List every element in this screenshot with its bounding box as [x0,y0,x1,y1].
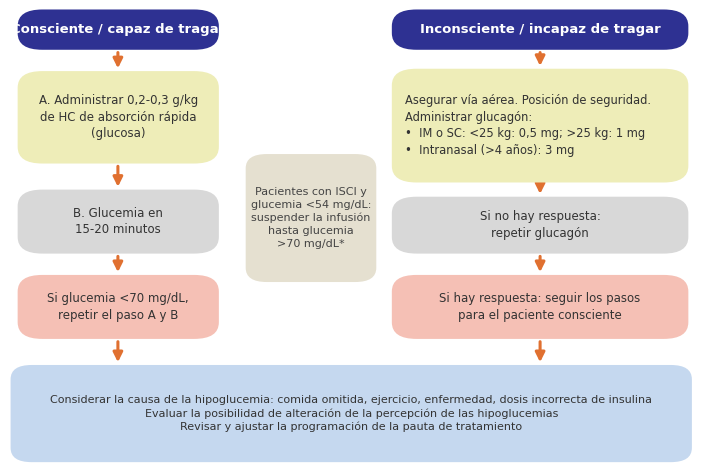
Text: Pacientes con ISCI y
glucemia <54 mg/dL:
suspender la infusión
hasta glucemia
>7: Pacientes con ISCI y glucemia <54 mg/dL:… [251,187,371,249]
FancyBboxPatch shape [392,197,688,254]
Text: Considerar la causa de la hipoglucemia: comida omitida, ejercicio, enfermedad, d: Considerar la causa de la hipoglucemia: … [50,395,652,432]
FancyBboxPatch shape [392,69,688,182]
Text: Si hay respuesta: seguir los pasos
para el paciente consciente: Si hay respuesta: seguir los pasos para … [439,292,641,322]
Text: Si no hay respuesta:
repetir glucagón: Si no hay respuesta: repetir glucagón [479,210,601,240]
Text: Asegurar vía aérea. Posición de seguridad.
Administrar glucagón:
•  IM o SC: <25: Asegurar vía aérea. Posición de segurida… [405,94,650,157]
FancyBboxPatch shape [392,9,688,50]
FancyBboxPatch shape [18,71,219,164]
FancyBboxPatch shape [18,9,219,50]
FancyBboxPatch shape [11,365,692,462]
Text: B. Glucemia en
15-20 minutos: B. Glucemia en 15-20 minutos [73,207,163,237]
FancyBboxPatch shape [392,275,688,339]
FancyBboxPatch shape [246,154,376,282]
Text: Inconsciente / incapaz de tragar: Inconsciente / incapaz de tragar [419,23,661,36]
Text: A. Administrar 0,2-0,3 g/kg
de HC de absorción rápida
(glucosa): A. Administrar 0,2-0,3 g/kg de HC de abs… [39,94,198,140]
FancyBboxPatch shape [18,190,219,254]
Text: Si glucemia <70 mg/dL,
repetir el paso A y B: Si glucemia <70 mg/dL, repetir el paso A… [47,292,189,322]
FancyBboxPatch shape [18,275,219,339]
Text: Consciente / capaz de tragar: Consciente / capaz de tragar [11,23,225,36]
